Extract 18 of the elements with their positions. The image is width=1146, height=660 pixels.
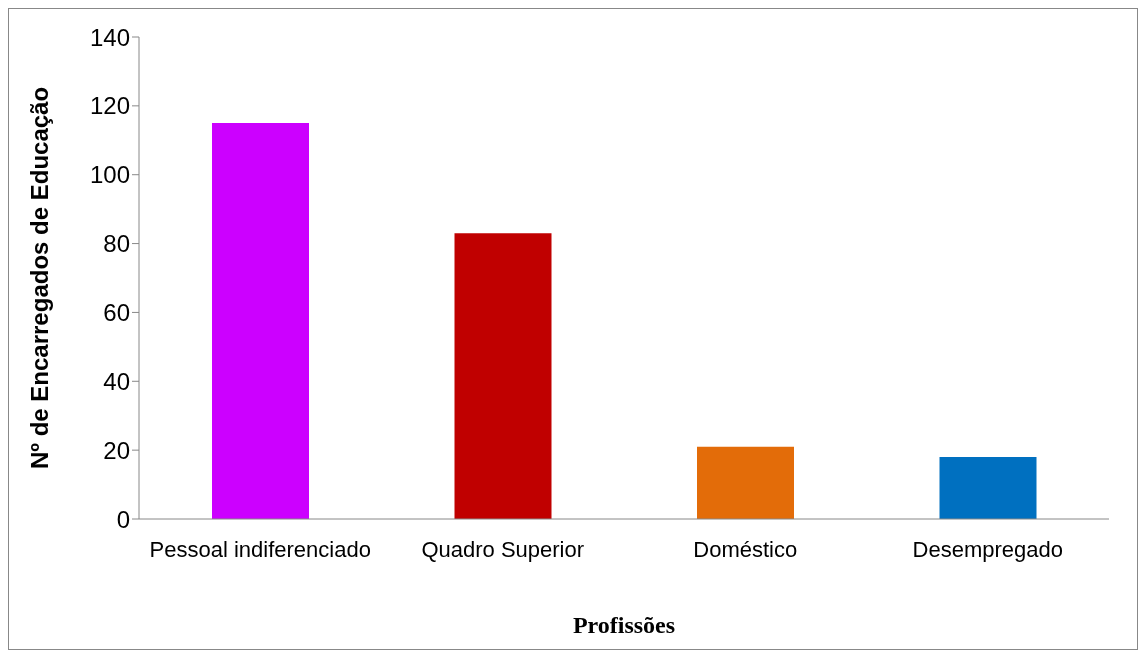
x-tick-label: Doméstico	[693, 536, 798, 562]
bar	[697, 446, 794, 519]
x-tick-label: Desempregado	[912, 536, 1063, 562]
y-axis-title: Nº de Encarregados de Educação	[25, 86, 53, 470]
y-tick-label: 60	[103, 298, 130, 326]
bar	[212, 123, 309, 519]
y-tick-label: 140	[89, 23, 130, 51]
x-axis-title: Profissões	[572, 612, 676, 638]
y-tick-label: 20	[103, 436, 130, 464]
x-tick-label: Pessoal indiferenciado	[149, 536, 371, 562]
y-tick-label: 80	[103, 230, 130, 258]
y-tick-label: 100	[89, 161, 130, 189]
y-tick-label: 40	[103, 367, 130, 395]
bar	[939, 457, 1037, 519]
x-tick-label: Quadro Superior	[421, 536, 585, 562]
y-tick-label: 120	[89, 92, 130, 120]
bar	[454, 233, 552, 519]
y-tick-label: 0	[116, 505, 130, 533]
